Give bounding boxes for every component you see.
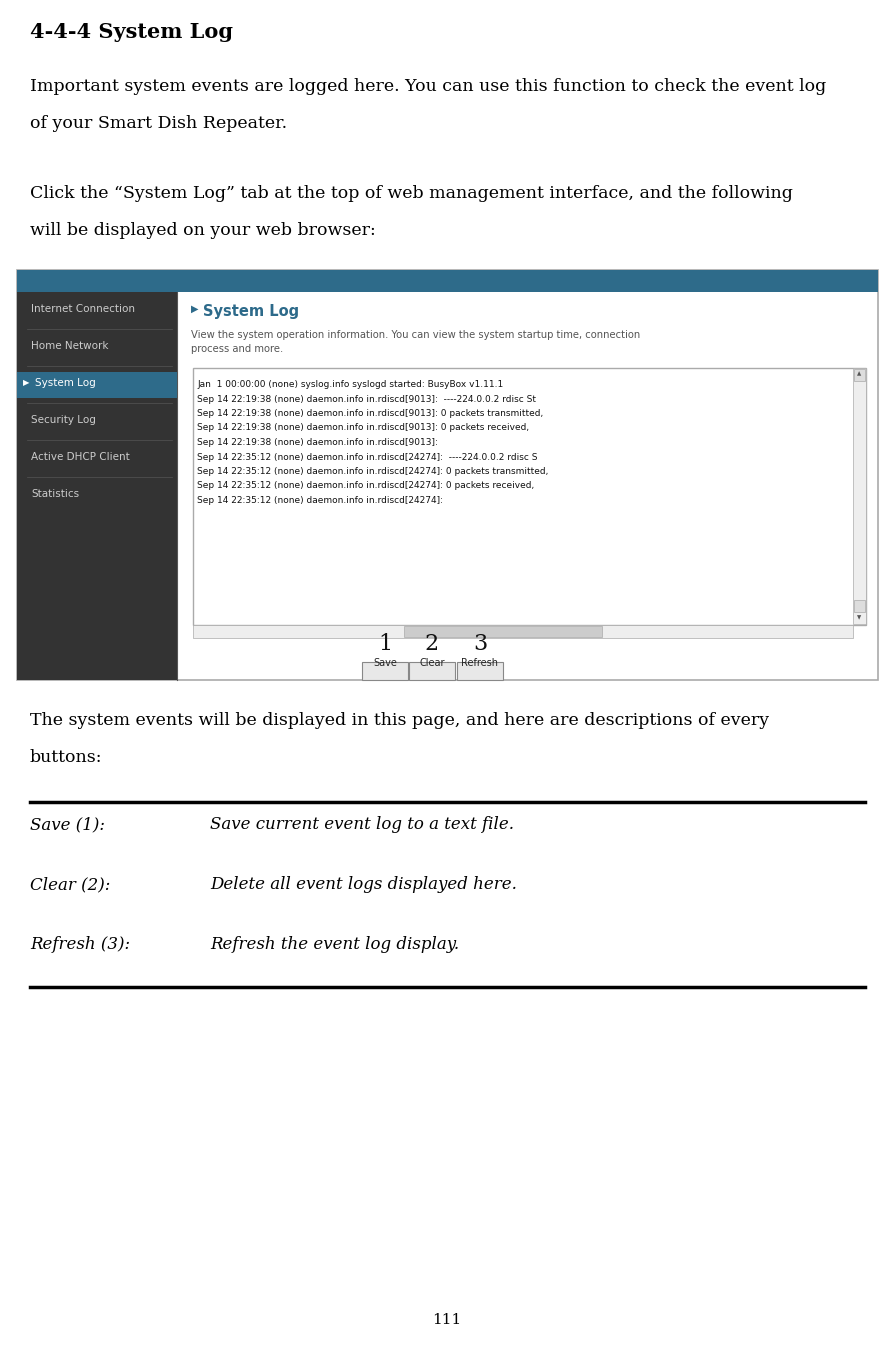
Text: Clear (2):: Clear (2): (30, 876, 110, 894)
Text: Sep 14 22:19:38 (none) daemon.info in.rdiscd[9013]: 0 packets transmitted,: Sep 14 22:19:38 (none) daemon.info in.rd… (197, 410, 543, 418)
Text: process and more.: process and more. (190, 344, 283, 354)
Bar (404, 626, 602, 637)
Bar (853, 599, 864, 612)
Bar (852, 367, 865, 624)
Bar (17, 292, 177, 679)
Text: Sep 14 22:19:38 (none) daemon.info in.rdiscd[9013]: 0 packets received,: Sep 14 22:19:38 (none) daemon.info in.rd… (197, 423, 528, 433)
Text: ▲: ▲ (856, 372, 861, 377)
Text: Important system events are logged here. You can use this function to check the : Important system events are logged here.… (30, 79, 825, 95)
Bar (17, 270, 877, 679)
Text: 2: 2 (425, 633, 439, 655)
Text: Jan  1 00:00:00 (none) syslog.info syslogd started: BusyBox v1.11.1: Jan 1 00:00:00 (none) syslog.info syslog… (197, 380, 502, 389)
Text: ▼: ▼ (856, 616, 861, 621)
Bar (409, 662, 454, 679)
Text: Active DHCP Client: Active DHCP Client (31, 452, 130, 462)
Text: will be displayed on your web browser:: will be displayed on your web browser: (30, 222, 375, 239)
Text: Save (1):: Save (1): (30, 816, 105, 833)
Text: Clear: Clear (418, 658, 444, 669)
Text: Sep 14 22:35:12 (none) daemon.info in.rdiscd[24274]:: Sep 14 22:35:12 (none) daemon.info in.rd… (197, 496, 443, 504)
Text: The system events will be displayed in this page, and here are descriptions of e: The system events will be displayed in t… (30, 712, 768, 730)
Bar (17, 372, 177, 399)
Text: 4-4-4 System Log: 4-4-4 System Log (30, 22, 232, 42)
Bar (853, 369, 864, 381)
Text: Refresh: Refresh (461, 658, 498, 669)
Bar (193, 625, 852, 639)
Text: of your Smart Dish Repeater.: of your Smart Dish Repeater. (30, 115, 287, 132)
Text: Save current event log to a text file.: Save current event log to a text file. (210, 816, 513, 833)
Text: 1: 1 (377, 633, 392, 655)
Text: System Log: System Log (203, 304, 299, 319)
Text: Sep 14 22:35:12 (none) daemon.info in.rdiscd[24274]: 0 packets transmitted,: Sep 14 22:35:12 (none) daemon.info in.rd… (197, 466, 548, 476)
Text: buttons:: buttons: (30, 749, 103, 766)
Text: Statistics: Statistics (31, 490, 79, 499)
Text: ▶: ▶ (23, 378, 30, 388)
Bar (361, 662, 408, 679)
Text: 111: 111 (432, 1313, 461, 1328)
Text: 3: 3 (472, 633, 486, 655)
Text: ▶: ▶ (190, 304, 198, 315)
Text: Security Log: Security Log (31, 415, 96, 424)
Text: Refresh (3):: Refresh (3): (30, 936, 130, 953)
Text: Delete all event logs displayed here.: Delete all event logs displayed here. (210, 876, 517, 894)
Text: Sep 14 22:35:12 (none) daemon.info in.rdiscd[24274]:  ----224.0.0.2 rdisc S: Sep 14 22:35:12 (none) daemon.info in.rd… (197, 453, 537, 461)
Text: Home Network: Home Network (31, 340, 108, 351)
Text: View the system operation information. You can view the system startup time, con: View the system operation information. Y… (190, 330, 639, 340)
Bar (17, 270, 877, 292)
Text: Save: Save (373, 658, 397, 669)
Text: Sep 14 22:19:38 (none) daemon.info in.rdiscd[9013]:: Sep 14 22:19:38 (none) daemon.info in.rd… (197, 438, 437, 447)
Text: System Log: System Log (35, 378, 96, 388)
Text: Sep 14 22:35:12 (none) daemon.info in.rdiscd[24274]: 0 packets received,: Sep 14 22:35:12 (none) daemon.info in.rd… (197, 481, 534, 491)
Bar (457, 662, 502, 679)
Bar (193, 367, 865, 625)
Text: Sep 14 22:19:38 (none) daemon.info in.rdiscd[9013]:  ----224.0.0.2 rdisc St: Sep 14 22:19:38 (none) daemon.info in.rd… (197, 395, 536, 404)
Text: Click the “System Log” tab at the top of web management interface, and the follo: Click the “System Log” tab at the top of… (30, 184, 792, 202)
Text: Refresh the event log display.: Refresh the event log display. (210, 936, 459, 953)
Text: Internet Connection: Internet Connection (31, 304, 135, 315)
